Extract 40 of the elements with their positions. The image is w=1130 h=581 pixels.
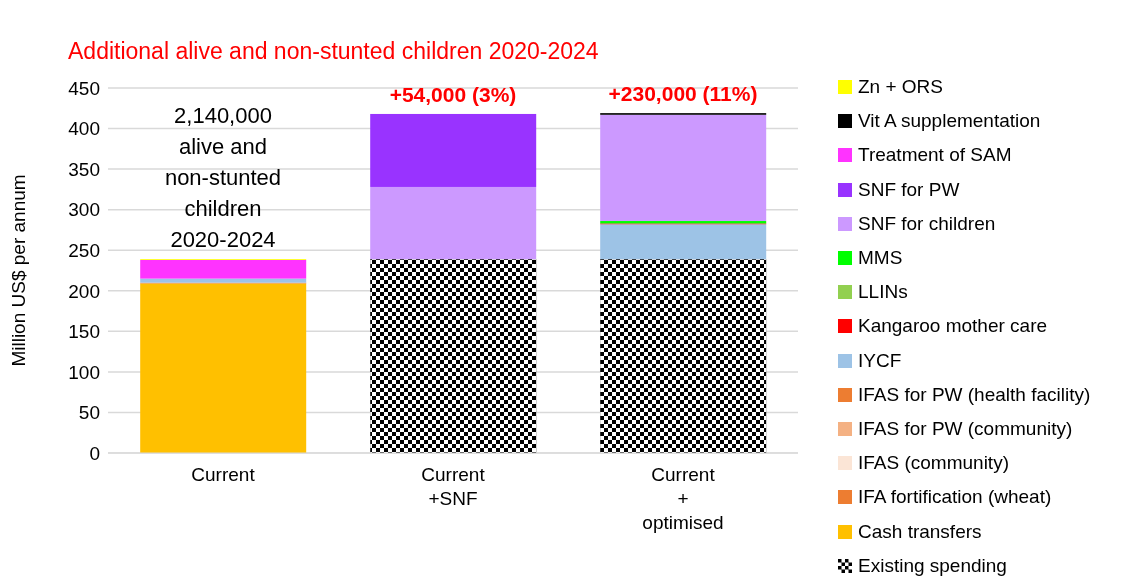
legend-label: Zn + ORS — [858, 76, 943, 99]
legend-label: IYCF — [858, 349, 902, 372]
legend-label: Kangaroo mother care — [858, 315, 1048, 338]
y-tick-label: 250 — [68, 239, 100, 261]
bar — [600, 114, 767, 222]
bar — [600, 224, 767, 260]
legend-label: IFAS for PW (health facility) — [858, 383, 1091, 406]
x-tick-label: Current — [191, 464, 256, 485]
y-tick-label: 300 — [68, 199, 100, 221]
legend-label: IFAS for PW (community) — [858, 417, 1073, 440]
y-tick-label: 200 — [68, 280, 100, 302]
y-tick-label: 50 — [78, 402, 100, 424]
bar — [140, 283, 307, 453]
annotation: +230,000 (11%) — [608, 82, 758, 106]
bar — [370, 113, 537, 187]
legend-label: SNF for PW — [858, 178, 960, 201]
legend-label: LLINs — [858, 281, 908, 304]
annotation: +54,000 (3%) — [389, 82, 517, 106]
legend-label: Treatment of SAM — [858, 144, 1012, 167]
legend-label: Vit A supplementation — [858, 110, 1041, 133]
legend-label: SNF for children — [858, 212, 996, 235]
legend-label: IFA fortification (wheat) — [858, 486, 1052, 509]
x-tick-label: Current + optimised — [642, 464, 724, 533]
x-tick-label: Current +SNF — [421, 464, 486, 509]
bar — [140, 259, 307, 279]
bar — [370, 186, 537, 260]
y-tick-label: 0 — [89, 442, 100, 464]
legend-label: IFAS (community) — [858, 452, 1009, 475]
legend-label: MMS — [858, 247, 903, 270]
y-axis-title: Million US$ per annum — [7, 174, 29, 367]
y-tick-label: 150 — [68, 321, 100, 343]
legend-label: Existing spending — [858, 554, 1007, 577]
y-tick-label: 350 — [68, 158, 100, 180]
bar — [140, 278, 307, 283]
y-tick-label: 100 — [68, 361, 100, 383]
legend-label: Cash transfers — [858, 520, 982, 543]
annotation: 2,140,000 alive and non-stunted children 2020-2024 — [163, 102, 283, 254]
y-tick-label: 400 — [68, 118, 100, 140]
y-tick-label: 450 — [68, 77, 100, 99]
chart-title: Additional alive and non-stunted children 2020-2024 — [68, 38, 599, 65]
